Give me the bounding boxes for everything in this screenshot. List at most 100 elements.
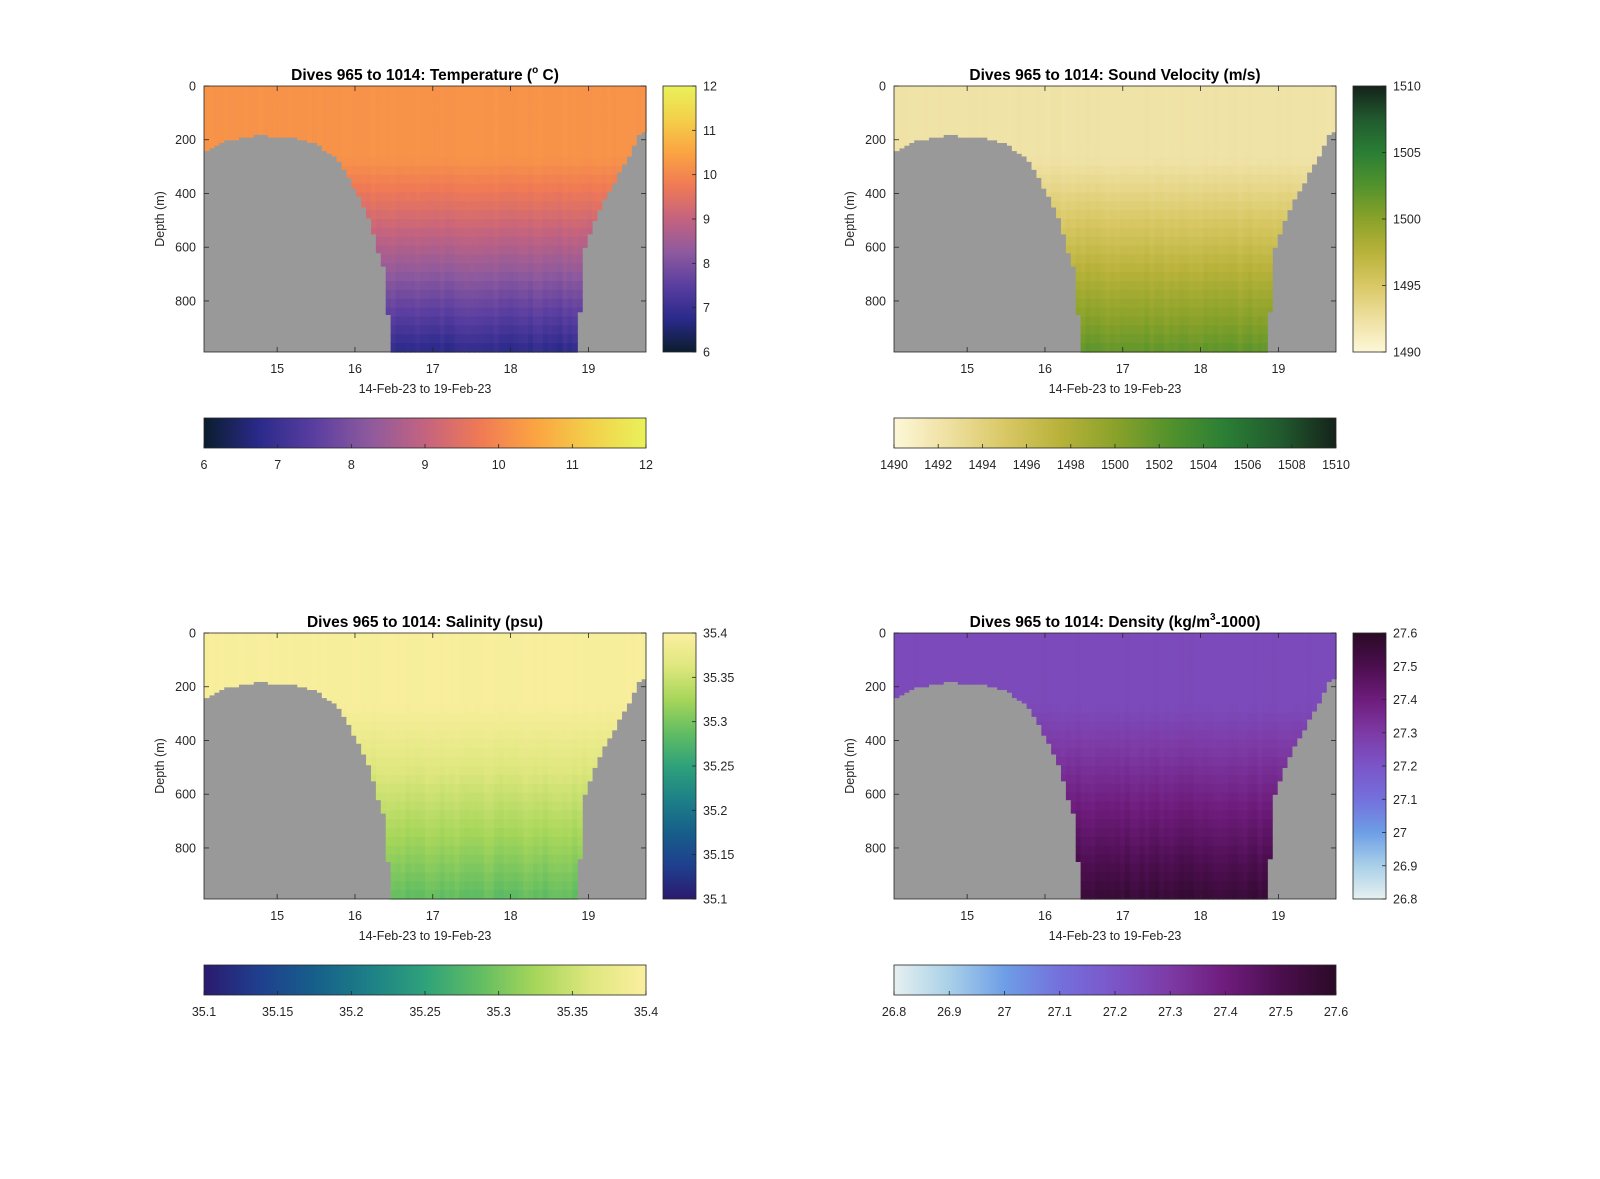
heatmap-cell <box>390 272 397 282</box>
heatmap-cell <box>1178 103 1185 114</box>
heatmap-cell <box>248 668 254 678</box>
heatmap-cell <box>542 192 549 202</box>
heatmap-cell <box>498 659 505 670</box>
heatmap-cell <box>1277 192 1283 202</box>
heatmap-cell <box>508 712 514 723</box>
heatmap-cell <box>572 792 578 803</box>
heatmap-cell <box>508 94 514 105</box>
heatmap-cell <box>552 227 559 238</box>
heatmap-cell <box>483 650 490 661</box>
heatmap-cell <box>591 121 598 131</box>
heatmap-cell <box>415 766 421 776</box>
heatmap-cell <box>542 633 549 643</box>
heatmap-cell <box>567 890 573 900</box>
heatmap-cell <box>459 219 465 229</box>
heatmap-cell <box>1178 298 1185 309</box>
heatmap-cell <box>562 183 569 193</box>
heatmap-cell <box>297 633 303 643</box>
heatmap-cell <box>1119 236 1126 247</box>
heatmap-cell <box>1213 148 1219 158</box>
heatmap-cell <box>498 183 505 193</box>
heatmap-cell <box>533 307 539 318</box>
heatmap-cell <box>1134 254 1141 264</box>
heatmap-cell <box>218 112 225 123</box>
heatmap-cell <box>1139 254 1146 264</box>
heatmap-cell <box>938 94 944 105</box>
heatmap-cell <box>385 819 392 829</box>
heatmap-cell <box>533 854 539 865</box>
heatmap-cell <box>459 854 465 865</box>
heatmap-cell <box>395 227 402 238</box>
heatmap-cell <box>488 712 495 723</box>
heatmap-cell <box>493 183 500 193</box>
heatmap-cell <box>425 174 431 185</box>
heatmap-cell <box>405 94 411 105</box>
heatmap-cell <box>429 854 436 865</box>
heatmap-cell <box>1159 236 1165 247</box>
heatmap-cell <box>454 112 460 123</box>
heatmap-cell <box>631 86 637 96</box>
heatmap-cell <box>287 103 293 114</box>
heatmap-cell <box>591 219 598 221</box>
heatmap-cell <box>459 641 465 652</box>
heatmap-cell <box>316 686 323 693</box>
heatmap-cell <box>1257 289 1263 300</box>
heatmap-cell <box>370 757 377 767</box>
heatmap-cell <box>1085 103 1092 114</box>
heatmap-cell <box>253 130 259 135</box>
heatmap-cell <box>1119 148 1126 158</box>
heatmap-cell <box>1154 183 1160 193</box>
heatmap-cell <box>503 174 510 185</box>
heatmap-cell <box>1144 103 1150 114</box>
heatmap-cell <box>1129 121 1136 131</box>
heatmap-cell <box>508 748 514 758</box>
heatmap-cell <box>1218 201 1224 211</box>
heatmap-cell <box>474 881 480 891</box>
heatmap-cell <box>508 695 514 705</box>
heatmap-cell <box>537 272 544 282</box>
heatmap-cell <box>1213 201 1219 211</box>
colorbar-h-tick-label: 1504 <box>1189 458 1217 472</box>
heatmap-cell <box>346 103 352 114</box>
heatmap-cell <box>616 121 623 131</box>
heatmap-cell <box>1183 219 1190 229</box>
heatmap-cell <box>547 739 554 749</box>
heatmap-cell <box>454 165 460 176</box>
heatmap-cell <box>444 227 451 238</box>
heatmap-cell <box>488 695 495 705</box>
heatmap-cell <box>542 130 549 140</box>
heatmap-cell <box>366 94 372 105</box>
heatmap-cell <box>552 325 559 335</box>
heatmap-cell <box>454 298 460 309</box>
heatmap-cell <box>400 730 406 740</box>
heatmap-cell <box>208 659 215 670</box>
heatmap-cell <box>444 103 451 114</box>
heatmap-cell <box>1051 192 1057 202</box>
heatmap-cell <box>533 156 539 167</box>
heatmap-cell <box>1203 263 1209 273</box>
heatmap-cell <box>557 836 564 847</box>
heatmap-cell <box>552 272 559 282</box>
heatmap-cell <box>562 881 569 891</box>
heatmap-cell <box>636 103 642 114</box>
heatmap-cell <box>1129 183 1136 193</box>
heatmap-cell <box>469 156 475 167</box>
heatmap-cell <box>464 343 470 353</box>
heatmap-cell <box>1232 201 1239 211</box>
heatmap-cell <box>587 219 593 229</box>
heatmap-cell <box>1257 103 1263 114</box>
heatmap-cell <box>370 633 377 643</box>
heatmap-cell <box>400 139 406 149</box>
heatmap-cell <box>1188 183 1195 193</box>
heatmap-cell <box>1041 112 1047 123</box>
heatmap-cell <box>316 668 323 678</box>
heatmap-cell <box>449 801 456 811</box>
heatmap-cell <box>449 148 456 158</box>
heatmap-cell <box>1154 325 1160 335</box>
heatmap-cell <box>1227 316 1234 326</box>
heatmap-cell <box>1060 183 1067 193</box>
heatmap-cell <box>415 103 421 114</box>
heatmap-cell <box>410 245 416 256</box>
heatmap-cell <box>1277 121 1283 131</box>
heatmap-cell <box>567 325 573 335</box>
